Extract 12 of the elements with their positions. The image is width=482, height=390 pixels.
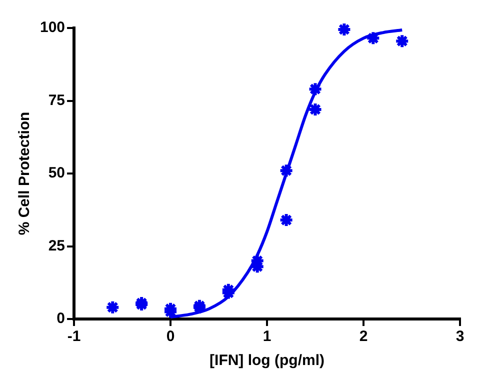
- y-tick-label: 25: [48, 237, 66, 254]
- x-tick-label: 1: [262, 328, 272, 346]
- x-tick-label: -1: [67, 328, 81, 346]
- y-tick-label: 100: [40, 19, 66, 36]
- x-tick-label: 0: [166, 328, 175, 346]
- x-tick-label: 3: [456, 328, 464, 346]
- x-tick-label: 2: [359, 328, 368, 346]
- y-axis-title: % Cell Protection: [16, 112, 34, 236]
- y-tick-label: 75: [48, 92, 66, 109]
- x-axis-title: [IFN] log (pg/ml): [210, 352, 324, 370]
- y-tick-label: 0: [56, 310, 66, 328]
- y-tick-label: 50: [48, 164, 66, 182]
